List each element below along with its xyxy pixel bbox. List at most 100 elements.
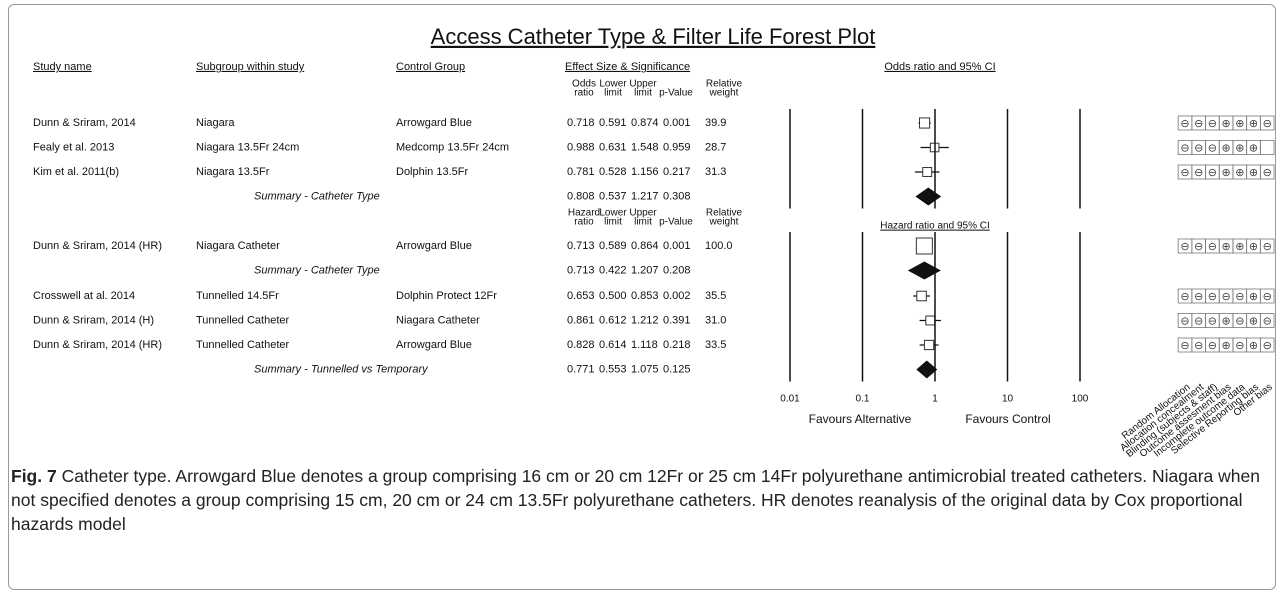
summary-value: 1.075 (631, 363, 659, 375)
stat-header: limit (604, 88, 622, 99)
bias-symbol: ⊕ (1235, 167, 1244, 179)
control-group: Arrowgard Blue (396, 339, 472, 351)
stat-header: limit (604, 217, 622, 228)
effect-square (916, 290, 927, 302)
study-name: Kim et al. 2011(b) (33, 166, 119, 178)
bias-symbol: ⊕ (1221, 340, 1230, 352)
bias-symbol: ⊖ (1235, 291, 1244, 303)
bias-symbol: ⊖ (1208, 167, 1217, 179)
stat-value: 0.988 (567, 141, 595, 153)
stat-header: Lower (599, 208, 627, 219)
stat-value: 0.713 (567, 240, 595, 252)
study-name: Fealy et al. 2013 (33, 141, 114, 153)
column-header: Effect Size & Significance (565, 61, 690, 73)
stat-header: ratio (574, 88, 594, 99)
stat-value: 0.591 (599, 117, 627, 129)
effect-square (919, 117, 931, 129)
x-tick-label: 0.01 (780, 394, 800, 405)
stat-value: 31.0 (705, 314, 726, 326)
bias-cell (1259, 337, 1275, 353)
column-header: Control Group (396, 61, 465, 73)
stat-value: 0.218 (663, 339, 691, 351)
bias-symbol: ⊕ (1221, 118, 1230, 130)
stat-header: Upper (629, 208, 657, 219)
bias-symbol: ⊖ (1180, 142, 1189, 154)
bias-cell (1259, 164, 1275, 180)
bias-symbol: ⊕ (1235, 142, 1244, 154)
stat-header: Relative (706, 208, 743, 219)
stat-value: 28.7 (705, 141, 726, 153)
bias-symbol: ⊖ (1263, 241, 1272, 253)
bias-symbol: ⊖ (1194, 241, 1203, 253)
bias-symbol: ⊖ (1194, 315, 1203, 327)
bias-symbol: ⊕ (1221, 241, 1230, 253)
study-name: Dunn & Sriram, 2014 (HR) (33, 339, 162, 351)
stat-value: 0.614 (599, 339, 627, 351)
bias-symbol: ⊖ (1263, 291, 1272, 303)
effect-square (923, 339, 935, 351)
control-group: Arrowgard Blue (396, 117, 472, 129)
bias-symbol: ⊖ (1208, 241, 1217, 253)
bias-symbol: ⊕ (1235, 241, 1244, 253)
bias-symbol: ⊕ (1249, 167, 1258, 179)
stat-value: 1.212 (631, 314, 659, 326)
control-group: Medcomp 13.5Fr 24cm (396, 141, 509, 153)
summary-value: 0.208 (663, 264, 691, 276)
stat-value: 0.391 (663, 314, 691, 326)
stat-value: 39.9 (705, 117, 726, 129)
subgroup: Tunnelled Catheter (196, 339, 289, 351)
stat-value: 0.853 (631, 290, 659, 302)
stat-header: p-Value (659, 88, 693, 99)
summary-value: 1.207 (631, 264, 659, 276)
x-tick-label: 10 (1002, 394, 1014, 405)
column-header: Study name (33, 61, 92, 73)
stat-value: 0.864 (631, 240, 659, 252)
study-name: Dunn & Sriram, 2014 (H) (33, 314, 154, 326)
control-group: Dolphin Protect 12Fr (396, 290, 497, 302)
summary-diamond (907, 261, 941, 280)
bias-symbol: ⊖ (1235, 340, 1244, 352)
bias-symbol: ⊖ (1263, 167, 1272, 179)
stat-header: ratio (574, 217, 594, 228)
stat-header: Odds (572, 79, 596, 90)
bias-symbol: ⊖ (1180, 315, 1189, 327)
stat-value: 0.002 (663, 290, 691, 302)
summary-value: 0.553 (599, 363, 627, 375)
bias-symbol: ⊕ (1249, 340, 1258, 352)
summary-value: 1.217 (631, 190, 659, 202)
column-header: Subgroup within study (196, 61, 305, 73)
stat-header: limit (634, 217, 652, 228)
stat-value: 35.5 (705, 290, 726, 302)
bias-symbol: ⊖ (1263, 340, 1272, 352)
bias-symbol: ⊖ (1180, 291, 1189, 303)
bias-symbol: ⊕ (1221, 315, 1230, 327)
bias-cell (1259, 140, 1275, 155)
stat-value: 0.718 (567, 117, 595, 129)
figure-caption: Fig. 7 Catheter type. Arrowgard Blue den… (11, 464, 1266, 536)
bias-symbol: ⊖ (1194, 340, 1203, 352)
stat-header: limit (634, 88, 652, 99)
study-name: Dunn & Sriram, 2014 (HR) (33, 240, 162, 252)
stat-value: 0.612 (599, 314, 627, 326)
summary-value: 0.125 (663, 363, 691, 375)
effect-square (925, 315, 936, 326)
bias-symbol: ⊖ (1221, 291, 1230, 303)
stat-value: 100.0 (705, 240, 733, 252)
stat-value: 0.631 (599, 141, 627, 153)
bias-symbol: ⊖ (1194, 118, 1203, 130)
stat-value: 0.861 (567, 314, 595, 326)
stat-value: 0.653 (567, 290, 595, 302)
summary-diamond (916, 360, 938, 379)
bias-symbol: ⊕ (1249, 315, 1258, 327)
bias-symbol: ⊕ (1235, 118, 1244, 130)
subgroup: Niagara Catheter (196, 240, 280, 252)
stat-value: 0.217 (663, 166, 691, 178)
bias-symbol: ⊖ (1263, 315, 1272, 327)
stat-value: 33.5 (705, 339, 726, 351)
favours-right: Favours Control (965, 412, 1050, 426)
bias-symbol: ⊕ (1249, 241, 1258, 253)
bias-symbol: ⊖ (1208, 118, 1217, 130)
bias-cell (1259, 238, 1275, 254)
